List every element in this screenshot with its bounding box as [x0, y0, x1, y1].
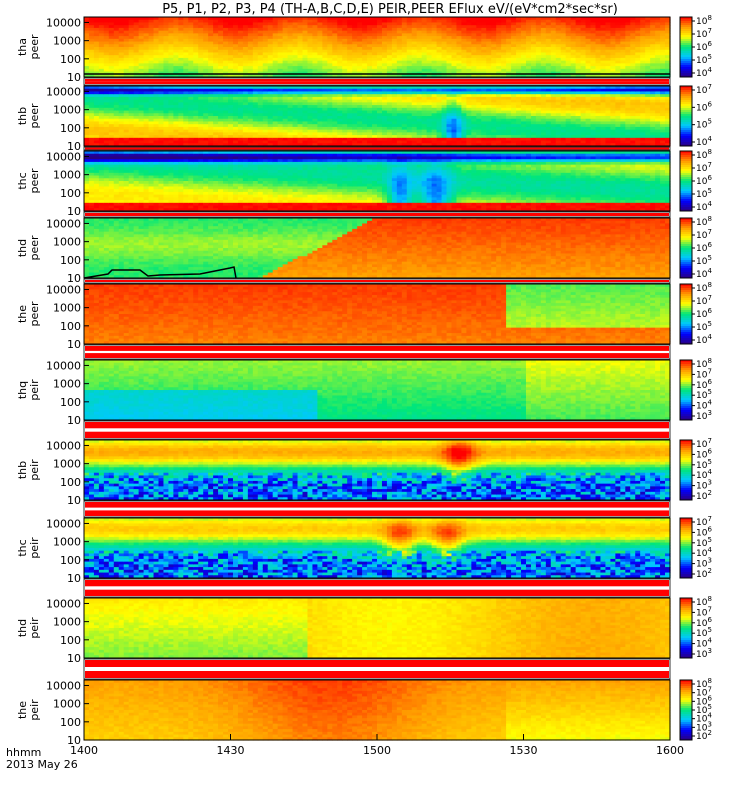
y-tick-label: 100 — [60, 53, 81, 66]
colorbar-tick-label: 104 — [696, 66, 712, 79]
colorbar-tick-label: 107 — [696, 27, 712, 40]
panel-label-instrument: peer — [28, 34, 41, 60]
panel-thb-peer: 10100100010000thb peer104105106107 — [16, 83, 712, 153]
colorbar: 104105106107108 — [680, 14, 712, 79]
colorbar-tick-label: 108 — [696, 14, 712, 27]
y-tick-label: 10000 — [46, 16, 81, 29]
colorbar-tick-label: 105 — [696, 53, 712, 66]
y-tick-label: 10 — [67, 71, 81, 84]
panel-separator-band — [85, 82, 669, 84]
y-tick-label: 1000 — [53, 35, 81, 48]
panel-separator-band — [85, 79, 669, 81]
chart-title: P5, P1, P2, P3, P4 (TH-A,B,C,D,E) PEIR,P… — [162, 2, 618, 17]
colorbar-tick-label: 106 — [696, 40, 712, 53]
